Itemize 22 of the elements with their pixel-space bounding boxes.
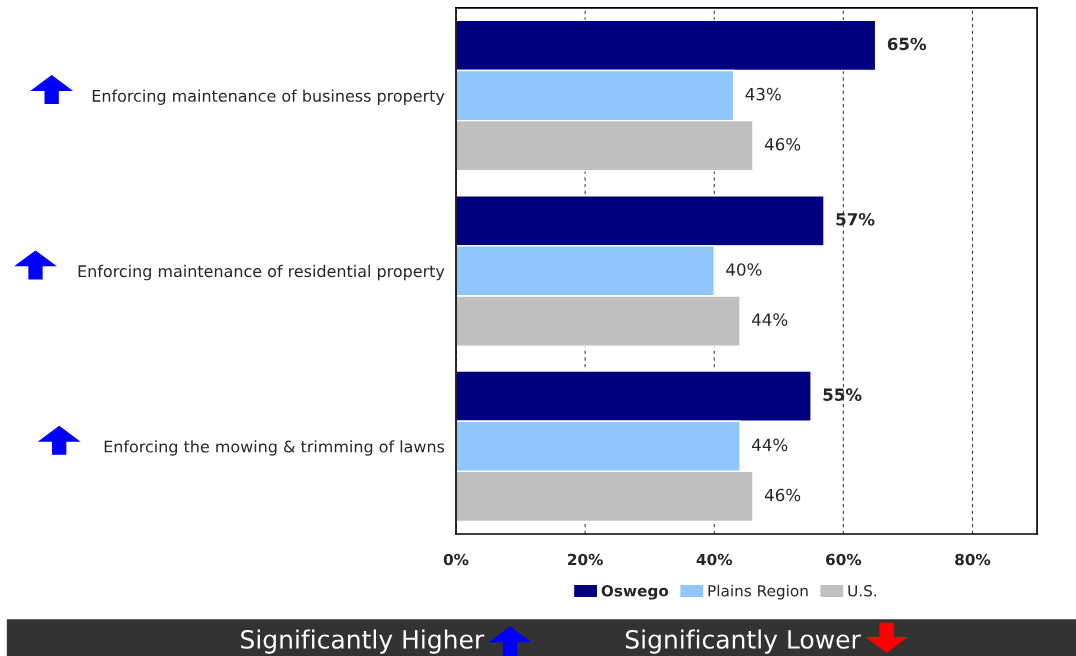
text: Significantly Higher	[241, 629, 485, 654]
text: Significantly Lower	[625, 629, 861, 654]
y-tick-label: Enforcing the mowing & trimming of lawns	[104, 440, 445, 456]
legend-label: U.S.	[848, 584, 877, 597]
data-label: 57%	[836, 213, 875, 226]
data-label: 46%	[764, 137, 801, 151]
x-tick-label: 0%	[443, 553, 469, 566]
y-tick-label: Enforcing maintenance of residential property	[78, 264, 445, 281]
data-label: 44%	[752, 438, 788, 452]
data-label: 40%	[726, 263, 762, 276]
x-tick-label: 60%	[826, 553, 862, 566]
data-label: 46%	[764, 488, 801, 502]
x-tick-label: 40%	[696, 553, 733, 566]
y-tick-label: Enforcing maintenance of business property	[92, 89, 445, 105]
x-tick-label: 80%	[955, 553, 991, 566]
data-label: 65%	[887, 37, 927, 51]
data-label: 44%	[752, 313, 788, 326]
legend-label: Oswego	[601, 584, 669, 600]
x-tick-label: 20%	[568, 553, 603, 566]
legend-label: Plains Region	[708, 584, 808, 600]
data-label: 43%	[745, 87, 781, 101]
data-label: 55%	[823, 388, 862, 401]
